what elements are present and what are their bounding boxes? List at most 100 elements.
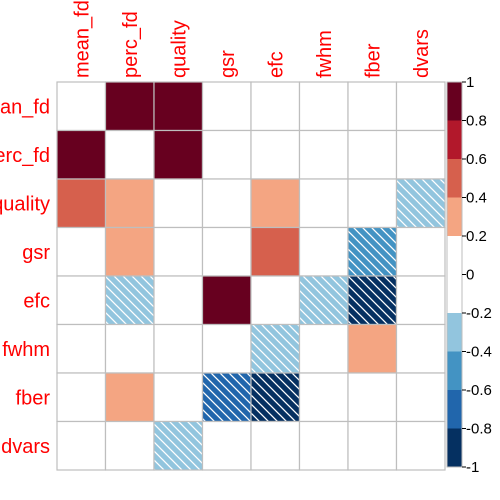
cell-dvars-fwhm (298, 420, 349, 471)
cell-mean_fd-efc (250, 81, 301, 132)
cell-dvars-gsr (201, 420, 252, 471)
cell-gsr-fwhm (298, 226, 349, 277)
cell-efc-mean_fd (56, 275, 107, 326)
col-label-efc: efc (265, 51, 287, 78)
cell-perc_fd-quality (153, 129, 204, 180)
cell-quality-perc_fd (104, 178, 155, 229)
hatch-fwhm-efc (251, 325, 299, 373)
colorbar-tick-label: 1 (466, 74, 474, 91)
cell-efc-gsr (201, 275, 252, 326)
cell-fwhm-gsr (201, 323, 252, 374)
colorbar-bin-7 (447, 120, 462, 159)
colorbar-tick-label: -0.6 (466, 382, 492, 399)
cell-fwhm-quality (153, 323, 204, 374)
colorbar-bin-6 (447, 159, 462, 198)
cell-gsr-mean_fd (56, 226, 107, 277)
hatch-efc-fwhm (300, 276, 348, 324)
row-label-mean_fd: mean_fd (0, 96, 50, 118)
row-label-dvars: dvars (1, 436, 50, 458)
cell-quality-quality (153, 178, 204, 229)
cell-quality-mean_fd (56, 178, 107, 229)
cell-quality-efc (250, 178, 301, 229)
row-label-fwhm: fwhm (2, 339, 50, 361)
colorbar-bin-4 (447, 236, 462, 313)
colorbar-tick-label: -0.8 (466, 421, 492, 438)
colorbar-bin-0 (447, 428, 462, 467)
col-label-fber: fber (362, 43, 384, 78)
colorbar-bin-1 (447, 390, 462, 429)
hatch-efc-perc_fd (106, 276, 154, 324)
cell-fwhm-fwhm (298, 323, 349, 374)
cell-dvars-dvars (395, 420, 446, 471)
col-label-quality: quality (168, 20, 190, 78)
hatch-gsr-fber (348, 228, 396, 276)
col-label-fwhm: fwhm (314, 30, 336, 78)
row-label-perc_fd: perc_fd (0, 145, 50, 167)
cell-gsr-dvars (395, 226, 446, 277)
cell-gsr-perc_fd (104, 226, 155, 277)
cell-fwhm-mean_fd (56, 323, 107, 374)
colorbar-tick-label: 0.8 (466, 113, 487, 130)
cell-gsr-gsr (201, 226, 252, 277)
cell-perc_fd-dvars (395, 129, 446, 180)
cell-perc_fd-efc (250, 129, 301, 180)
cell-quality-fber (347, 178, 398, 229)
cell-efc-quality (153, 275, 204, 326)
hatch-dvars-quality (154, 422, 202, 470)
colorbar-tick-label: 0 (466, 267, 474, 284)
cell-fwhm-perc_fd (104, 323, 155, 374)
col-label-gsr: gsr (217, 50, 239, 78)
cell-gsr-efc (250, 226, 301, 277)
cell-mean_fd-perc_fd (104, 81, 155, 132)
col-label-dvars: dvars (411, 29, 433, 78)
row-label-quality: quality (0, 193, 50, 215)
colorbar-bin-2 (447, 351, 462, 390)
colorbar-tick-label: 0.4 (466, 190, 487, 207)
row-label-gsr: gsr (22, 242, 50, 264)
col-label-perc_fd: perc_fd (120, 11, 142, 78)
cell-dvars-efc (250, 420, 301, 471)
cell-fber-mean_fd (56, 372, 107, 423)
cell-perc_fd-fber (347, 129, 398, 180)
cell-quality-fwhm (298, 178, 349, 229)
cell-mean_fd-fber (347, 81, 398, 132)
cell-fber-dvars (395, 372, 446, 423)
hatch-efc-fber (348, 276, 396, 324)
colorbar-tick-label: -1 (466, 459, 479, 476)
hatch-quality-dvars (397, 179, 445, 227)
col-label-mean_fd: mean_fd (71, 0, 93, 78)
colorbar-tick-label: 0.2 (466, 228, 487, 245)
cell-dvars-mean_fd (56, 420, 107, 471)
cell-perc_fd-gsr (201, 129, 252, 180)
cell-perc_fd-perc_fd (104, 129, 155, 180)
cell-mean_fd-gsr (201, 81, 252, 132)
column-labels: mean_fd perc_fd quality gsr efc fwhm fber dvars (71, 0, 433, 78)
colorbar-bin-5 (447, 197, 462, 236)
hatch-fber-gsr (203, 373, 251, 421)
cell-mean_fd-quality (153, 81, 204, 132)
cell-perc_fd-fwhm (298, 129, 349, 180)
cell-mean_fd-mean_fd (56, 81, 107, 132)
cell-dvars-fber (347, 420, 398, 471)
row-label-efc: efc (23, 290, 50, 312)
hatch-fber-efc (251, 373, 299, 421)
colorbar-bin-3 (447, 313, 462, 352)
cell-quality-gsr (201, 178, 252, 229)
cell-perc_fd-mean_fd (56, 129, 107, 180)
colorbar-tick-label: -0.2 (466, 305, 492, 322)
colorbar-bin-8 (447, 82, 462, 121)
cell-efc-dvars (395, 275, 446, 326)
cell-gsr-quality (153, 226, 204, 277)
cell-fber-perc_fd (104, 372, 155, 423)
heatmap-cells (56, 81, 446, 471)
cell-fber-fwhm (298, 372, 349, 423)
colorbar-tick-label: -0.4 (466, 344, 492, 361)
row-label-fber: fber (16, 387, 51, 409)
cell-mean_fd-fwhm (298, 81, 349, 132)
cell-efc-efc (250, 275, 301, 326)
colorbar: -1 -0.8 -0.6 -0.4 -0.2 0 0.2 0.4 0.6 0.8 1 (446, 74, 492, 476)
cell-mean_fd-dvars (395, 81, 446, 132)
cell-dvars-perc_fd (104, 420, 155, 471)
